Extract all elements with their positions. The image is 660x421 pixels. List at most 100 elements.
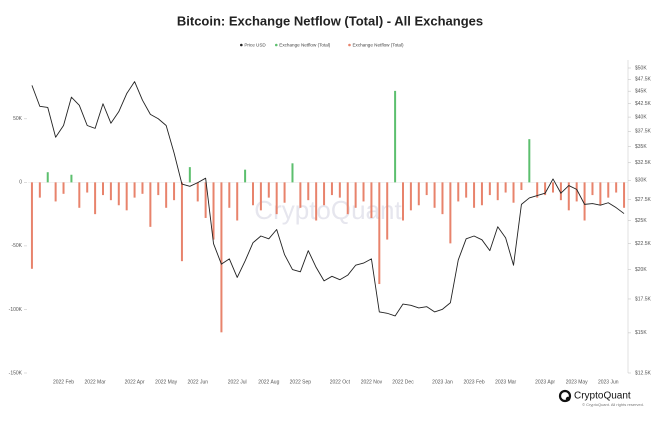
x-tick-label: 2022 Sep (290, 379, 312, 385)
x-tick-label: 2022 Nov (361, 379, 383, 385)
netflow-bar (46, 172, 49, 183)
netflow-bar (402, 182, 404, 221)
netflow-bar (283, 182, 286, 203)
netflow-bar (354, 182, 357, 208)
netflow-bar (536, 182, 539, 198)
brand-name: CryptoQuant (574, 391, 631, 402)
y2-tick-label: $50K (635, 65, 647, 71)
netflow-bar (591, 182, 594, 196)
netflow-bar (441, 182, 444, 215)
logo-ring (558, 389, 572, 403)
netflow-bar (330, 182, 333, 196)
netflow-bar (141, 182, 144, 194)
netflow-bar (252, 182, 254, 206)
netflow-bar (149, 182, 152, 227)
x-tick-label: 2022 Mar (85, 379, 106, 385)
netflow-bar (38, 182, 41, 198)
netflow-bar (307, 182, 310, 201)
netflow-bar (275, 182, 278, 215)
netflow-bar (378, 182, 381, 285)
netflow-bar (583, 182, 586, 221)
x-tick-label: 2023 Apr (535, 379, 555, 385)
netflow-bar (78, 182, 81, 208)
netflow-bar (370, 182, 373, 218)
netflow-bar (315, 182, 318, 221)
netflow-bar (607, 182, 610, 198)
y2-tick-label: $12.5K (635, 370, 652, 376)
netflow-bar (133, 182, 136, 198)
netflow-bar (512, 182, 515, 203)
x-tick-label: 2022 Jul (228, 379, 247, 385)
netflow-bar (615, 182, 618, 193)
netflow-bar (70, 174, 73, 183)
netflow-bar (62, 182, 65, 194)
netflow-bar (228, 182, 231, 208)
netflow-bar (244, 169, 247, 183)
netflow-bar (204, 182, 207, 218)
y2-tick-label: $42.5K (635, 101, 652, 107)
netflow-bar (299, 182, 302, 208)
netflow-bar (465, 182, 468, 198)
netflow-bar (520, 182, 523, 190)
y2-tick-label: $30K (635, 178, 647, 184)
netflow-bar (291, 163, 294, 183)
y-tick-label: 50K (13, 116, 23, 122)
y2-tick-label: $37.5K (635, 129, 652, 135)
legend-marker (240, 43, 243, 47)
netflow-bar (54, 182, 57, 202)
netflow-bar (473, 182, 476, 208)
x-tick-label: 2022 Aug (258, 379, 279, 385)
y2-tick-label: $35K (635, 144, 647, 150)
logo-dot (565, 396, 571, 402)
netflow-bar (220, 182, 223, 333)
netflow-bar (212, 182, 215, 240)
legend-label: Exchange Netflow (Total) (279, 43, 331, 48)
netflow-bar (417, 182, 420, 206)
y2-tick-label: $47.5K (635, 77, 652, 83)
netflow-bar (86, 182, 89, 193)
y2-tick-label: $25K (635, 218, 647, 224)
netflow-bar (496, 182, 499, 201)
netflow-bar (125, 182, 128, 211)
netflow-bar (449, 182, 452, 244)
netflow-bar (196, 182, 199, 202)
netflow-bar (323, 182, 326, 206)
y2-tick-label: $27.5K (635, 197, 652, 203)
legend-marker (348, 43, 351, 47)
copyright: © CryptoQuant. All rights reserved. (582, 402, 644, 407)
netflow-bar (623, 182, 626, 208)
netflow-bar (173, 182, 176, 201)
y2-tick-label: $20K (635, 267, 647, 273)
netflow-bar (362, 182, 365, 202)
x-tick-label: 2023 Feb (463, 379, 484, 385)
x-tick-label: 2023 May (566, 379, 588, 385)
y2-tick-label: $40K (635, 114, 647, 120)
netflow-bar (457, 182, 460, 202)
price-line (31, 81, 625, 317)
brand-logo (558, 389, 572, 403)
netflow-bar (338, 182, 341, 198)
netflow-bar (559, 182, 562, 201)
netflow-bar (117, 182, 120, 206)
netflow-bar (30, 182, 33, 269)
netflow-bar (346, 182, 349, 215)
netflow-bar (236, 182, 239, 221)
netflow-bar (259, 182, 262, 211)
y-tick-label: 0 (19, 180, 22, 186)
netflow-bar (480, 182, 483, 206)
netflow-bar (109, 182, 112, 201)
x-tick-label: 2022 Jun (187, 379, 208, 385)
netflow-bar (386, 182, 389, 240)
netflow-bar (267, 182, 270, 198)
y2-tick-label: $17.5K (635, 296, 652, 302)
netflow-bar (544, 182, 547, 196)
netflow-bar (425, 182, 428, 196)
x-tick-label: 2023 Mar (495, 379, 516, 385)
netflow-bar (102, 182, 104, 196)
netflow-bar (180, 182, 183, 262)
chart-title: Bitcoin: Exchange Netflow (Total) - All … (177, 13, 483, 28)
netflow-bar (567, 182, 570, 211)
netflow-bar (575, 182, 578, 202)
x-tick-label: 2022 Oct (330, 379, 351, 385)
x-tick-label: 2023 Jun (598, 379, 619, 385)
